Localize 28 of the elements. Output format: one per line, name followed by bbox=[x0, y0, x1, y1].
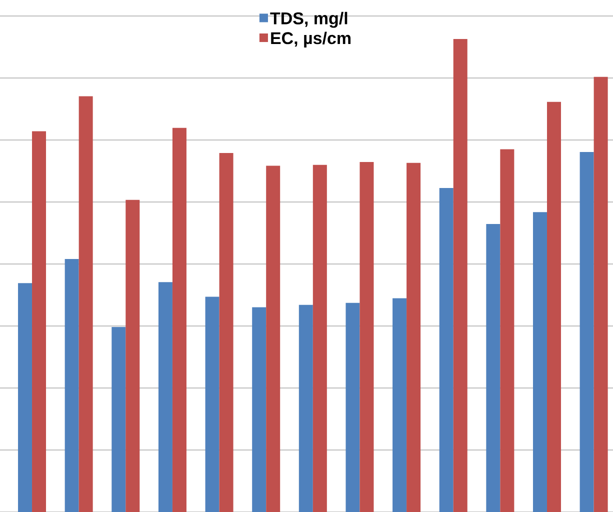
bar bbox=[126, 200, 140, 512]
bar bbox=[594, 76, 608, 512]
bar bbox=[64, 258, 79, 512]
bar bbox=[298, 304, 313, 512]
bar bbox=[346, 302, 360, 512]
bar bbox=[453, 38, 468, 512]
legend-label: EC, µs/cm bbox=[271, 32, 351, 48]
bar bbox=[78, 96, 93, 512]
bar bbox=[18, 283, 32, 512]
bar bbox=[500, 149, 514, 512]
legend-label: TDS, mg/l bbox=[270, 12, 348, 28]
bar bbox=[406, 162, 421, 512]
bar bbox=[32, 131, 46, 512]
bar bbox=[360, 162, 374, 512]
bar bbox=[112, 327, 126, 512]
bar bbox=[219, 152, 234, 512]
bar bbox=[312, 164, 327, 512]
bar bbox=[439, 188, 454, 512]
bar bbox=[252, 307, 266, 512]
bar bbox=[580, 152, 594, 512]
bar bbox=[392, 298, 407, 512]
bar bbox=[486, 224, 500, 512]
bar bbox=[266, 166, 280, 512]
bar bbox=[158, 282, 172, 512]
bar bbox=[532, 212, 547, 512]
bar bbox=[205, 296, 220, 512]
bar bbox=[546, 102, 561, 512]
bar bbox=[172, 128, 186, 512]
